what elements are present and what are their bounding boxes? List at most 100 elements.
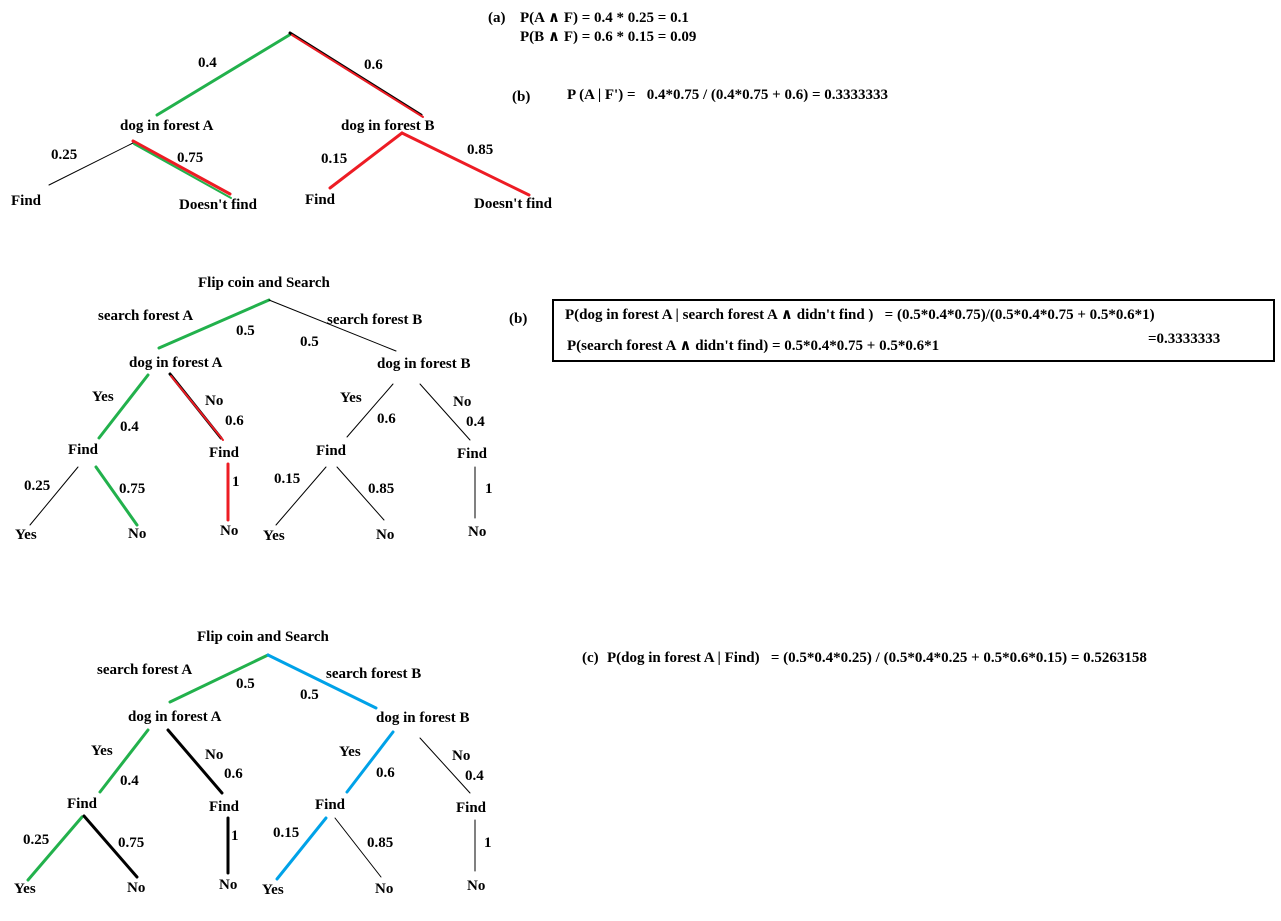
t3-b-yes: Yes (339, 744, 361, 760)
t2-a-no-find-prob: 1 (232, 474, 240, 490)
t2-b-yes-find: Find (316, 443, 347, 459)
t2-a-no-find-no: No (220, 523, 239, 539)
t2-b-no-find-no: No (468, 524, 487, 540)
t2-a-yes-find: Find (68, 442, 99, 458)
t3-edge-root-b (266, 653, 378, 710)
t3-b-yes-find-yes-prob: 0.15 (273, 825, 300, 841)
t3-node-a: dog in forest A (128, 709, 222, 725)
t2-b-no: No (453, 394, 472, 410)
t2-b-yes-find-yes: Yes (263, 528, 285, 544)
t3-b-no: No (452, 748, 471, 764)
t3-search-a: search forest A (97, 662, 193, 678)
t2-search-b: search forest B (327, 312, 423, 328)
t2-a-no-prob: 0.6 (225, 413, 244, 429)
t1-edge-a-notfind-red (131, 139, 232, 196)
t3-a-yes-find: Find (67, 796, 98, 812)
formula-b2-label: (b) (509, 311, 528, 327)
t3-edge-root-a (168, 653, 270, 704)
t2-edge-root-a (157, 298, 271, 350)
t3-b-no-find: Find (456, 800, 487, 816)
t1-leaf-b-notfind: Doesn't find (474, 196, 552, 212)
formula-c-label: (c) (582, 650, 599, 666)
t1-node-b: dog in forest B (341, 118, 435, 134)
t3-edge-a-yes-find-no (82, 814, 139, 879)
t2-a-no: No (205, 393, 224, 409)
t1-node-a: dog in forest A (120, 118, 214, 134)
t3-edge-a-yes-find-yes (26, 815, 84, 882)
t3-b-no-find-prob: 1 (484, 835, 492, 851)
t3-a-no-find-no: No (219, 877, 238, 893)
t3-a-no-prob: 0.6 (224, 766, 243, 782)
formula-b2-box (552, 299, 1275, 362)
t3-edge-b-no (419, 737, 471, 794)
t2-a-no-find: Find (209, 445, 240, 461)
t3-a-yes-find-no: No (127, 880, 146, 896)
t2-node-a: dog in forest A (129, 355, 223, 371)
t2-b-no-find: Find (457, 446, 488, 462)
t1-prob-b-notfind: 0.85 (467, 142, 494, 158)
t3-root: Flip coin and Search (197, 629, 329, 645)
t2-b-yes-find-no: No (376, 527, 395, 543)
t3-a-yes-find-no-prob: 0.75 (118, 835, 145, 851)
t2-b-yes-prob: 0.6 (377, 411, 396, 427)
t2-b-yes-find-no-prob: 0.85 (368, 481, 395, 497)
t2-edge-root-b (268, 299, 397, 352)
t2-root: Flip coin and Search (198, 275, 330, 291)
t1-prob-b-find: 0.15 (321, 151, 348, 167)
formula-b2-line1: P(dog in forest A | search forest A ∧ di… (565, 307, 1155, 323)
t3-a-no-find: Find (209, 799, 240, 815)
t2-edge-a-yes (97, 373, 150, 440)
t3-search-a-prob: 0.5 (236, 676, 255, 692)
t2-b-no-prob: 0.4 (466, 414, 485, 430)
t2-edge-b-yes-find-yes (275, 466, 327, 526)
t3-edge-b-yes (345, 730, 395, 794)
t2-b-no-find-prob: 1 (485, 481, 493, 497)
t1-edge-a-notfind (133, 143, 232, 199)
t2-node-b: dog in forest B (377, 356, 471, 372)
t2-edge-b-no (419, 383, 471, 441)
t2-edge-a-yes-find-yes (29, 466, 79, 526)
t1-prob-a: 0.4 (198, 55, 217, 71)
t2-search-a-prob: 0.5 (236, 323, 255, 339)
formula-b1-text: P (A | F') = 0.4*0.75 / (0.4*0.75 + 0.6)… (567, 87, 889, 103)
t3-b-yes-find-yes: Yes (262, 882, 284, 898)
t3-a-yes-find-yes-prob: 0.25 (23, 832, 50, 848)
formula-a-line2: P(B ∧ F) = 0.6 * 0.15 = 0.09 (520, 29, 697, 45)
t2-a-yes-find-yes: Yes (15, 527, 37, 543)
t3-b-yes-find-no-prob: 0.85 (367, 835, 394, 851)
t3-node-b: dog in forest B (376, 710, 470, 726)
t3-search-b: search forest B (326, 666, 422, 682)
t1-leaf-a-notfind: Doesn't find (179, 197, 257, 213)
t3-b-no-find-no: No (467, 878, 486, 894)
t2-edge-b-yes-find-no (336, 466, 385, 521)
t3-a-yes-prob: 0.4 (120, 773, 139, 789)
t1-edge-b-notfind (400, 131, 531, 197)
formula-b1-label: (b) (512, 89, 531, 105)
formula-a-line1: P(A ∧ F) = 0.4 * 0.25 = 0.1 (520, 10, 689, 26)
t1-edge-a-find (48, 142, 134, 186)
t1-edge-b-find (328, 131, 404, 190)
t2-a-yes-prob: 0.4 (120, 419, 139, 435)
t3-a-yes: Yes (91, 743, 113, 759)
t3-b-yes-prob: 0.6 (376, 765, 395, 781)
t3-a-yes-find-yes: Yes (14, 881, 36, 897)
formula-c-text: P(dog in forest A | Find) = (0.5*0.4*0.2… (607, 650, 1147, 666)
t2-edge-a-yes-find-no (94, 465, 139, 527)
t2-edge-b-yes (346, 383, 394, 438)
t2-b-yes: Yes (340, 390, 362, 406)
t3-search-b-prob: 0.5 (300, 687, 319, 703)
t3-edge-b-yes-find-yes (275, 816, 328, 881)
t2-a-yes: Yes (92, 389, 114, 405)
t1-leaf-a-find: Find (11, 193, 42, 209)
t2-a-yes-find-no: No (128, 526, 147, 542)
t3-edge-a-no (166, 728, 224, 795)
t2-edge-a-no (170, 375, 224, 441)
t2-b-yes-find-yes-prob: 0.15 (274, 471, 301, 487)
t3-edge-a-yes (98, 728, 150, 794)
t2-a-yes-find-yes-prob: 0.25 (24, 478, 51, 494)
t3-edge-b-yes-find-no (334, 817, 382, 878)
t1-edge-root-a (155, 32, 293, 117)
t2-search-a: search forest A (98, 308, 194, 324)
t3-a-no: No (205, 747, 224, 763)
